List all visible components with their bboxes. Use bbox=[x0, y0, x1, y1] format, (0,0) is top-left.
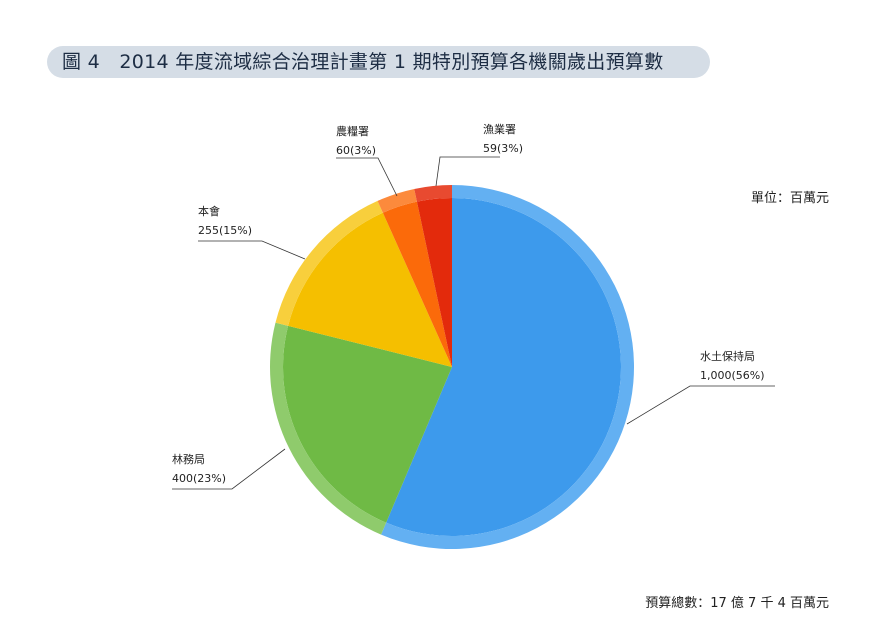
slice-3 bbox=[382, 201, 452, 367]
slice-4-name-label: 漁業署 bbox=[483, 122, 516, 136]
slice-1 bbox=[282, 325, 452, 523]
slice-4 bbox=[416, 198, 452, 367]
slice-2 bbox=[288, 212, 452, 367]
slice-3-rim bbox=[377, 188, 417, 213]
slice-3-leader-line bbox=[336, 157, 398, 197]
slice-1-name-label: 林務局 bbox=[172, 452, 205, 466]
slice-4-value-label: 59(3%) bbox=[483, 142, 523, 155]
slice-0-leader-line bbox=[626, 385, 775, 425]
slice-2-name-label: 本會 bbox=[198, 204, 220, 218]
slice-3-value-label: 60(3%) bbox=[336, 144, 376, 157]
slice-1-value-label: 400(23%) bbox=[172, 472, 226, 485]
slice-0 bbox=[386, 198, 621, 536]
unit-label: 單位：百萬元 bbox=[750, 191, 829, 206]
slice-2-leader-line bbox=[198, 240, 306, 260]
slice-1-rim bbox=[270, 322, 387, 535]
slice-0-name-label: 水土保持局 bbox=[700, 349, 755, 363]
slice-2-rim bbox=[275, 200, 383, 326]
slice-4-rim bbox=[414, 185, 452, 202]
slice-2-value-label: 255(15%) bbox=[198, 224, 252, 237]
title-bar bbox=[47, 46, 710, 78]
slice-1-leader-line bbox=[172, 448, 286, 490]
chart-title: 圖 4 2014 年度流域綜合治理計畫第 1 期特別預算各機關歲出預算數 bbox=[62, 51, 664, 73]
slice-0-value-label: 1,000(56%) bbox=[700, 369, 765, 382]
total-label: 預算總數：17 億 7 千 4 百萬元 bbox=[645, 596, 829, 611]
slice-3-name-label: 農糧署 bbox=[336, 124, 369, 138]
slice-4-leader-line bbox=[435, 156, 500, 187]
